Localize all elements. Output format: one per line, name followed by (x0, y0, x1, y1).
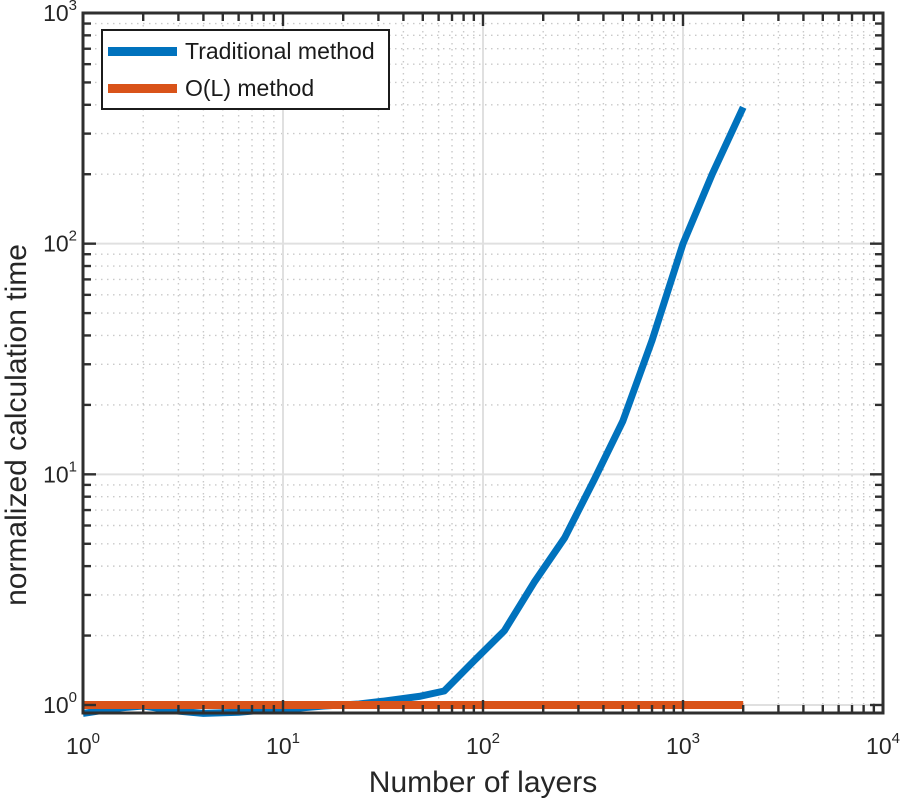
x-tick-label: 101 (266, 730, 300, 759)
plot-area: 100 101 102 103 104 100 101 102 103 (43, 0, 900, 759)
x-axis-label: Number of layers (369, 766, 597, 799)
series-line-traditional-method (82, 105, 747, 717)
legend-swatch-ol-method (108, 83, 177, 93)
x-tick-label: 102 (466, 730, 500, 759)
legend-item-traditional-method: Traditional method (108, 39, 388, 63)
y-tick-label: 100 (43, 689, 77, 718)
x-tick-label: 100 (66, 730, 100, 759)
legend-label-traditional-method: Traditional method (185, 37, 375, 64)
legend-label-ol-method: O(L) method (185, 74, 315, 101)
x-tick-label: 103 (666, 730, 700, 759)
y-tick-label: 101 (43, 458, 77, 487)
legend: Traditional method O(L) method (101, 29, 390, 110)
y-tick-label: 103 (43, 0, 77, 26)
y-axis-label: normalized calculation time (0, 244, 33, 606)
y-tick-label: 102 (43, 228, 77, 257)
x-tick-label: 104 (866, 730, 900, 759)
legend-swatch-traditional-method (108, 46, 177, 56)
legend-item-ol-method: O(L) method (108, 76, 388, 100)
